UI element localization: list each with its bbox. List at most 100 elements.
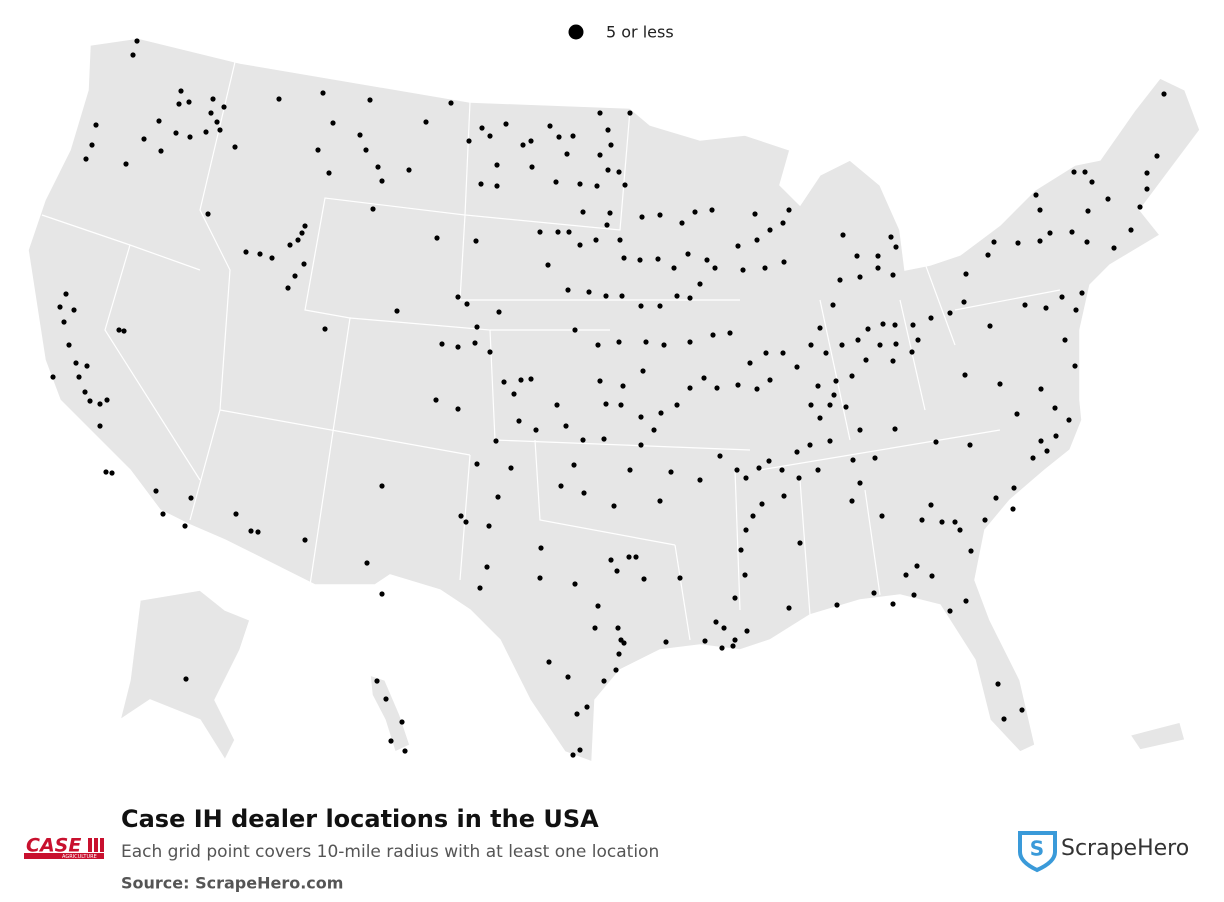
location-dot <box>911 592 917 598</box>
location-dot <box>910 322 916 328</box>
location-dot <box>388 738 394 744</box>
location-dot <box>546 659 552 665</box>
location-dot <box>933 439 939 445</box>
location-dot <box>1069 229 1075 235</box>
location-dot <box>501 379 507 385</box>
case-logo-text: CASE <box>26 835 81 857</box>
location-dot <box>1001 716 1007 722</box>
location-dot <box>890 601 896 607</box>
location-dot <box>315 147 321 153</box>
title: Case IH dealer locations in the USA <box>121 805 599 833</box>
puerto-rico <box>1128 721 1186 751</box>
location-dot <box>299 230 305 236</box>
location-dot <box>572 327 578 333</box>
location-dot <box>919 517 925 523</box>
location-dot <box>704 257 710 263</box>
location-dot <box>752 211 758 217</box>
location-dot <box>592 625 598 631</box>
location-dot <box>1137 204 1143 210</box>
location-dot <box>714 385 720 391</box>
location-dot <box>740 267 746 273</box>
location-dot <box>1128 227 1134 233</box>
location-dot <box>1010 506 1016 512</box>
location-dot <box>570 752 576 758</box>
location-dot <box>302 537 308 543</box>
location-dot <box>320 90 326 96</box>
location-dot <box>857 427 863 433</box>
location-dot <box>577 242 583 248</box>
location-dot <box>93 122 99 128</box>
location-dot <box>993 495 999 501</box>
location-dot <box>479 125 485 131</box>
location-dot <box>439 341 445 347</box>
location-dot <box>82 389 88 395</box>
logo-bar <box>94 838 98 852</box>
location-dot <box>1084 239 1090 245</box>
location-dot <box>1037 207 1043 213</box>
location-dot <box>893 341 899 347</box>
location-dot <box>831 392 837 398</box>
location-dot <box>109 470 115 476</box>
location-dot <box>66 342 72 348</box>
location-dot <box>849 373 855 379</box>
location-dot <box>364 560 370 566</box>
location-dot <box>433 397 439 403</box>
location-dot <box>849 498 855 504</box>
location-dot <box>586 289 592 295</box>
location-dot <box>875 253 881 259</box>
location-dot <box>533 427 539 433</box>
location-dot <box>203 129 209 135</box>
location-dot <box>597 378 603 384</box>
location-dot <box>221 104 227 110</box>
location-dot <box>183 676 189 682</box>
location-dot <box>843 404 849 410</box>
location-dot <box>871 590 877 596</box>
location-dot <box>399 719 405 725</box>
location-dot <box>1022 302 1028 308</box>
location-dot <box>657 303 663 309</box>
location-dot <box>794 449 800 455</box>
location-dot <box>1071 169 1077 175</box>
location-dot <box>615 625 621 631</box>
brand-mark: S <box>1030 837 1044 861</box>
location-dot <box>657 498 663 504</box>
hawaii <box>369 673 411 754</box>
location-dot <box>486 523 492 529</box>
location-dot <box>516 418 522 424</box>
legend-marker <box>568 24 584 40</box>
location-dot <box>651 427 657 433</box>
location-dot <box>687 385 693 391</box>
location-dot <box>545 262 551 268</box>
location-dot <box>572 581 578 587</box>
location-dot <box>547 123 553 129</box>
location-dot <box>963 271 969 277</box>
location-dot <box>727 330 733 336</box>
location-dot <box>732 595 738 601</box>
location-dot <box>939 519 945 525</box>
location-dot <box>301 261 307 267</box>
location-dot <box>565 287 571 293</box>
alaska <box>118 589 251 762</box>
location-dot <box>474 461 480 467</box>
location-dot <box>1052 405 1058 411</box>
location-dot <box>638 303 644 309</box>
location-dot <box>302 223 308 229</box>
location-dot <box>466 138 472 144</box>
location-dot <box>762 265 768 271</box>
location-dot <box>797 540 803 546</box>
location-dot <box>73 360 79 366</box>
location-dot <box>781 493 787 499</box>
location-dot <box>1073 307 1079 313</box>
location-dot <box>815 383 821 389</box>
location-dot <box>473 238 479 244</box>
location-dot <box>655 256 661 262</box>
location-dot <box>61 319 67 325</box>
location-dot <box>605 167 611 173</box>
location-dot <box>663 639 669 645</box>
location-dot <box>89 142 95 148</box>
location-dot <box>601 436 607 442</box>
location-dot <box>1038 438 1044 444</box>
location-dot <box>1011 485 1017 491</box>
location-dot <box>248 528 254 534</box>
location-dot <box>982 517 988 523</box>
